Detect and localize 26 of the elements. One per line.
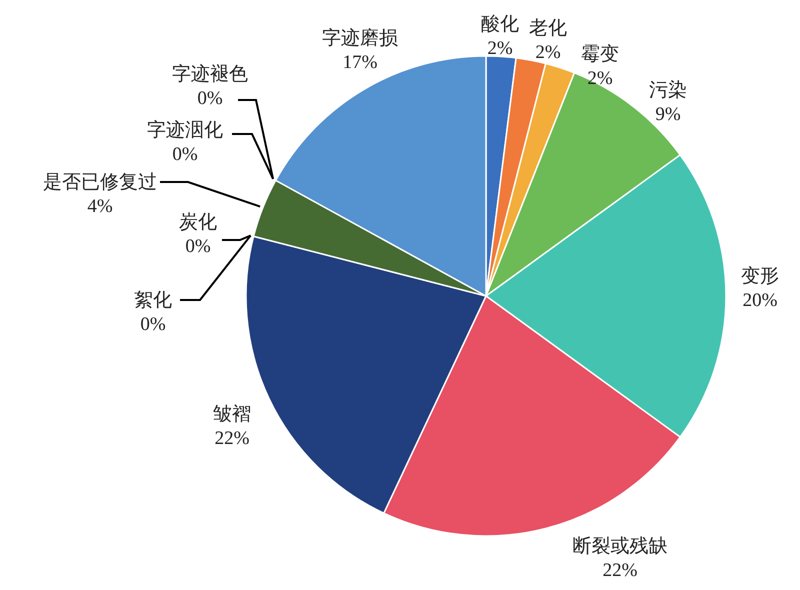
data-label: 22% <box>602 560 638 581</box>
slice-label: 老化 <box>529 18 567 39</box>
category-label: 字迹褪色 <box>172 64 248 85</box>
data-label: 4% <box>87 196 113 217</box>
category-label: 絮化 <box>134 290 172 311</box>
slice-label: 皱褶 <box>213 404 251 425</box>
slice-label: 污染 <box>649 79 687 101</box>
slice-label: 是否已修复过 <box>43 172 157 193</box>
slice-label: 变形 <box>741 265 779 287</box>
text: 0% <box>197 88 223 109</box>
data-label: 20% <box>742 290 778 311</box>
data-label: 2% <box>587 68 613 89</box>
category-label: 炭化 <box>179 212 217 233</box>
data-label: 17% <box>342 52 378 73</box>
data-label: 22% <box>214 428 250 449</box>
data-label: 2% <box>487 38 513 59</box>
text: 0% <box>140 314 166 335</box>
category-label: 字迹洇化 <box>147 120 223 141</box>
slice-label: 霉变 <box>581 43 619 65</box>
data-label: 9% <box>655 104 681 125</box>
text: 0% <box>172 144 198 165</box>
data-label: 2% <box>535 42 561 63</box>
slice-label: 酸化 <box>481 14 519 35</box>
slice-label: 字迹磨损 <box>322 27 398 49</box>
text: 0% <box>185 236 211 257</box>
slice-label: 断裂或残缺 <box>572 536 668 557</box>
